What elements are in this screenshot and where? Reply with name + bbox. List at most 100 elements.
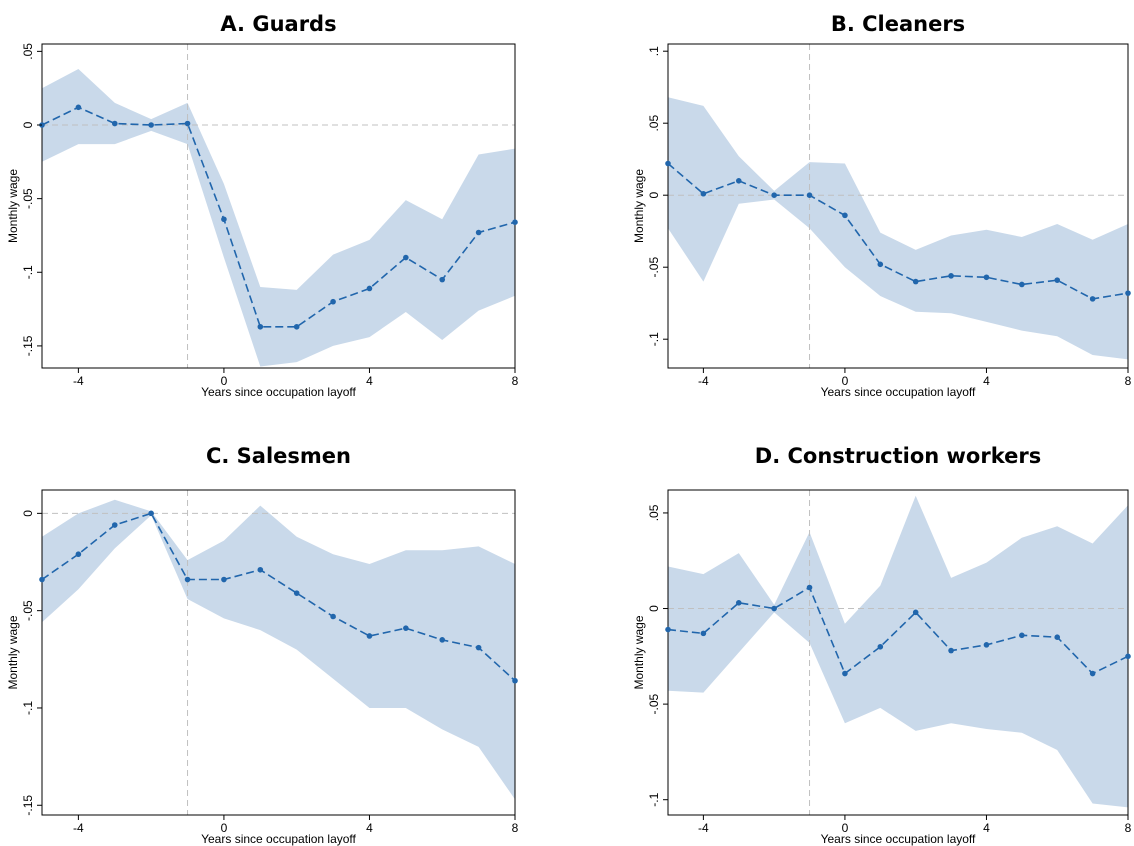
data-point — [1019, 281, 1025, 288]
data-point — [221, 216, 227, 223]
confidence-band — [42, 499, 515, 800]
x-tick-label: 4 — [366, 821, 373, 835]
data-point — [806, 192, 813, 198]
chart-title: B. Cleaners — [831, 12, 965, 36]
data-point — [257, 323, 264, 330]
y-tick-label: .1 — [647, 46, 661, 56]
data-point — [877, 261, 884, 268]
data-point — [735, 178, 742, 184]
data-point — [475, 644, 482, 651]
x-tick-label: 0 — [842, 821, 849, 835]
series-line — [41, 512, 516, 682]
x-tick-label: 4 — [366, 374, 373, 388]
data-point — [403, 625, 409, 631]
data-point — [842, 212, 848, 219]
x-tick-label: -4 — [73, 374, 84, 388]
x-tick-label: 4 — [983, 374, 990, 388]
x-tick-label: -4 — [698, 374, 709, 388]
chart-title: C. Salesmen — [206, 444, 351, 468]
data-point — [700, 190, 707, 197]
y-tick-label: -.05 — [21, 600, 35, 621]
plot-frame — [41, 43, 516, 369]
data-point — [75, 551, 82, 558]
data-point — [293, 323, 300, 330]
data-point — [148, 122, 154, 128]
data-point — [366, 633, 373, 639]
y-tick-label: -.1 — [21, 265, 35, 279]
y-tick-label: .05 — [647, 115, 661, 132]
y-tick-label: .05 — [21, 43, 35, 60]
data-point — [665, 160, 671, 167]
data-point — [877, 643, 884, 650]
y-tick-label: 0 — [647, 192, 661, 199]
y-tick-label: -.1 — [647, 792, 661, 806]
confidence-band — [42, 69, 515, 367]
x-axis-label: Years since occupation layoff — [201, 385, 356, 399]
data-point — [111, 120, 118, 127]
series-line — [667, 162, 1129, 300]
y-tick-label: 0 — [21, 510, 35, 517]
data-point — [1125, 290, 1131, 296]
y-tick-label: 0 — [647, 605, 661, 612]
series-line — [41, 106, 516, 328]
data-point — [257, 566, 264, 573]
data-point — [184, 576, 191, 583]
data-point — [75, 104, 82, 111]
y-tick-label: -.1 — [21, 701, 35, 715]
x-tick-label: 0 — [221, 821, 228, 835]
data-point — [983, 274, 990, 281]
data-point — [366, 285, 373, 292]
data-point — [475, 229, 482, 236]
confidence-band — [668, 97, 1128, 360]
series-line — [667, 586, 1129, 675]
data-point — [700, 630, 707, 637]
data-point — [1054, 634, 1061, 641]
confidence-band — [668, 495, 1128, 808]
data-point — [111, 522, 118, 528]
data-point — [912, 278, 919, 285]
data-point — [912, 609, 919, 616]
chart-panel-2: B. Cleaners -4 0 4 8 .1 .05 0 -.05 -.1 Years since… — [632, 12, 1132, 399]
data-point — [1125, 653, 1131, 660]
x-axis-label: Years since occupation layoff — [821, 385, 976, 399]
data-point — [293, 590, 300, 596]
data-point — [221, 576, 227, 583]
y-axis-label: Monthly wage — [632, 615, 646, 689]
data-point — [806, 584, 813, 591]
x-tick-label: 8 — [1125, 374, 1132, 388]
chart-panel-1: A. Guards -4 0 4 8 .05 0 -.05 -.1 -.15 Years since… — [6, 12, 519, 399]
x-tick-label: -4 — [698, 821, 709, 835]
data-point — [148, 510, 154, 517]
data-point — [948, 273, 954, 279]
data-point — [665, 626, 671, 633]
x-axis-label: Years since occupation layoff — [201, 832, 356, 846]
x-tick-label: 8 — [512, 821, 519, 835]
y-tick-label: -.15 — [21, 335, 35, 356]
y-axis-label: Monthly wage — [6, 615, 20, 689]
data-point — [512, 219, 518, 225]
data-point — [1089, 296, 1096, 302]
data-point — [39, 576, 45, 583]
y-tick-label: -.1 — [647, 332, 661, 346]
x-tick-label: -4 — [73, 821, 84, 835]
y-tick-label: -.15 — [21, 795, 35, 816]
y-tick-label: 0 — [21, 121, 35, 128]
chart-panel-3: C. Salesmen -4 0 4 8 0 -.05 -.1 -.15 Years since … — [6, 444, 519, 846]
chart-panel-4: D. Construction workers -4 0 4 8 .05 0 -.05 -.1 Y… — [632, 444, 1132, 846]
x-tick-label: 0 — [842, 374, 849, 388]
data-point — [439, 637, 446, 643]
x-tick-label: 8 — [512, 374, 519, 388]
data-point — [948, 647, 954, 654]
data-point — [1089, 670, 1096, 677]
plot-frame — [41, 489, 516, 816]
y-tick-label: -.05 — [647, 693, 661, 714]
data-point — [330, 298, 336, 305]
data-point — [983, 642, 990, 648]
plot-frame — [667, 489, 1129, 816]
x-axis-label: Years since occupation layoff — [821, 832, 976, 846]
data-point — [842, 670, 848, 677]
chart-title: D. Construction workers — [755, 444, 1041, 468]
data-point — [771, 192, 777, 198]
data-point — [735, 599, 742, 606]
